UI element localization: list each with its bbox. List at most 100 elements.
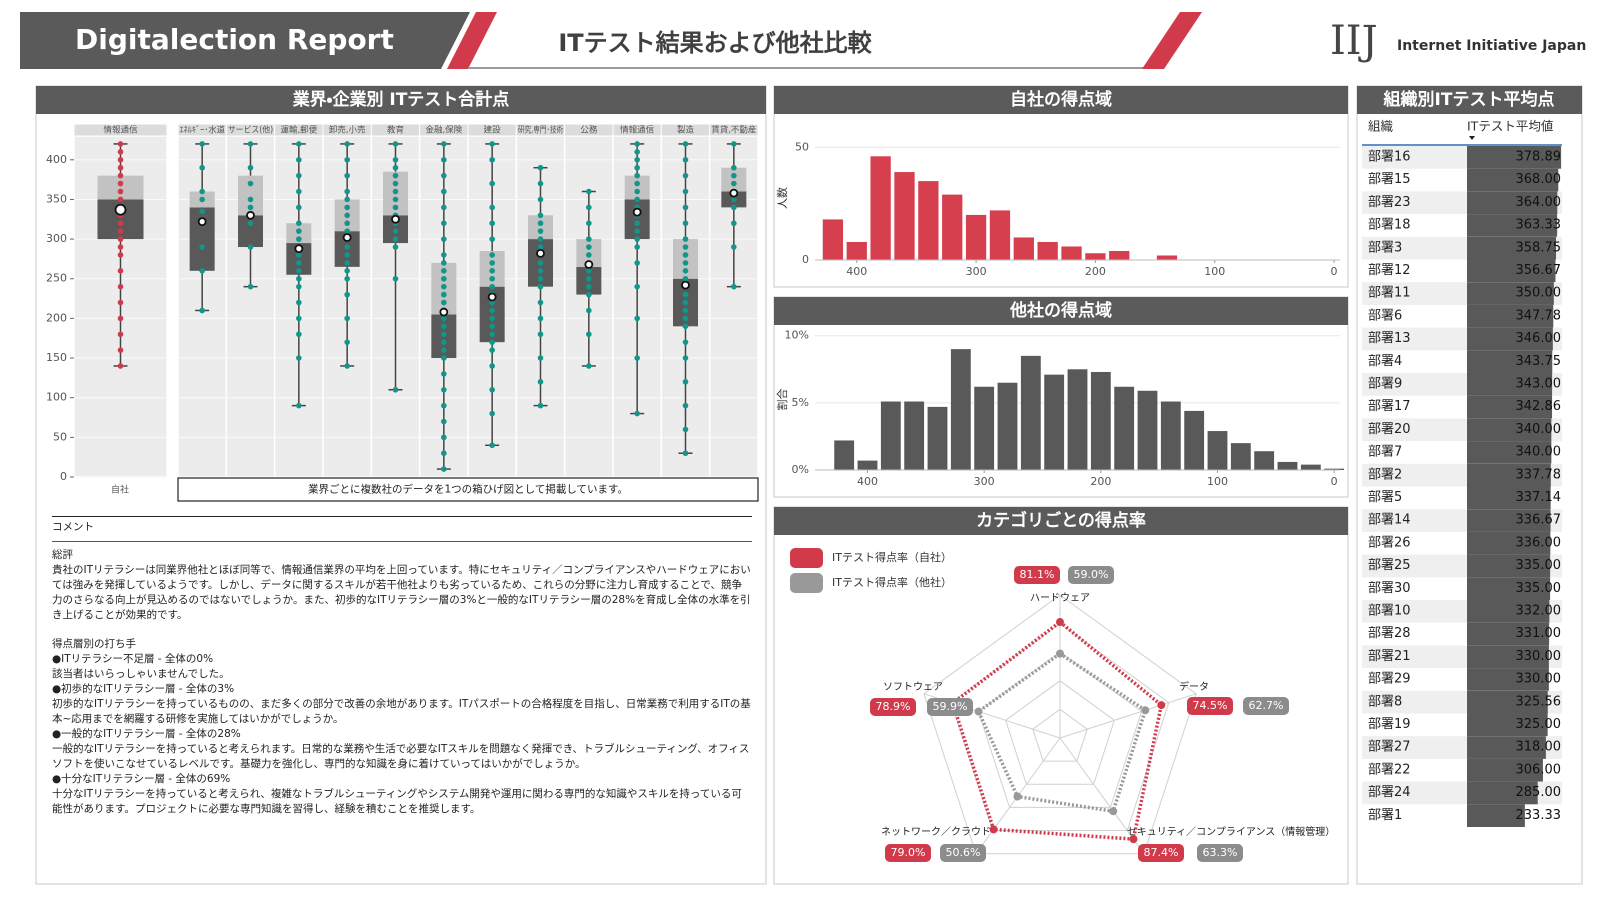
radar-point [1129,835,1138,844]
value-pill [1243,697,1289,715]
comment-section: 得点層別の打ち手 ●ITリテラシー不足層 - 全体の0% 該当者はいらっしゃいません… [52,637,752,817]
mean-marker [729,188,739,198]
point [117,228,124,234]
point [634,180,640,187]
point [682,268,689,274]
point [489,315,495,322]
point [344,212,350,219]
mean-marker [294,244,304,254]
point [489,156,495,163]
value-label: 62.7% [1249,699,1284,712]
comment-text: ●ITリテラシー不足層 - 全体の0% [52,653,214,665]
bar [834,440,855,470]
point [682,220,689,227]
mean-marker [342,233,352,242]
point [344,260,350,266]
point [682,260,689,266]
point [682,355,689,361]
facet-strip [709,123,759,137]
point [117,149,124,155]
point [682,299,689,306]
row-label: 部署27 [1368,740,1411,755]
point [537,164,544,171]
point [489,275,495,282]
facet-label: 賃貸,不動産 [711,125,757,136]
value-pill [1014,566,1060,584]
point [441,236,447,242]
radar-spoke [1059,737,1145,854]
radar-ring [950,622,1170,832]
row-label: 部署6 [1368,308,1402,323]
point [682,402,689,409]
point [117,236,124,242]
x-tick-label: 400 [857,475,878,488]
logo: IIJ [1330,18,1378,64]
data-bar [1467,146,1561,169]
point [296,402,302,409]
row-value: 337.78 [1516,467,1562,482]
point [537,180,544,187]
point [537,244,544,250]
row-label: 部署21 [1368,649,1411,664]
point [489,252,495,258]
point [537,299,544,306]
mean-marker [584,260,594,269]
data-bar [1467,645,1549,669]
point [117,172,124,179]
point [441,339,447,345]
data-bar [1467,600,1550,623]
point [682,323,689,330]
point [489,220,495,227]
point [441,355,447,361]
header-stripe [1142,12,1202,69]
radar-point [1157,701,1166,710]
point [441,347,447,353]
column-header: 組織 [1368,119,1394,134]
axis-label: ハードウェア [1030,592,1090,604]
point [296,172,302,179]
point [117,188,124,195]
data-bar [1467,668,1549,691]
data-bar [1467,236,1557,260]
bar [997,382,1018,470]
point [344,196,350,203]
panel-header [774,86,1348,114]
point [296,252,302,258]
row-value: 358.75 [1516,240,1562,255]
point [296,315,302,322]
point [537,196,544,203]
point [199,268,205,274]
panel [773,506,1349,885]
bar [1114,386,1135,470]
point [392,188,399,195]
data-bar [1467,304,1554,328]
point [537,315,544,322]
point [537,331,544,338]
panel-title: 他社の得点域 [1009,300,1112,321]
y-tick-label: 5% [792,396,809,409]
point [489,307,495,314]
point [247,196,254,203]
point [117,363,124,369]
point [537,228,544,234]
point [441,402,447,409]
value-pill [1197,844,1243,862]
point [441,418,447,425]
point [634,236,640,242]
point [489,410,495,417]
row-label: 部署23 [1368,195,1411,210]
point [682,339,689,345]
point [731,244,737,250]
point [344,228,350,234]
data-bar [1467,554,1551,578]
x-tick-label: 300 [966,265,987,278]
point [682,204,689,211]
bar [1037,241,1058,260]
comment: コメント 総評 貴社のITリテラシーは同業界他社とほぼ同等で、情報通信業界の平均を… [52,516,752,831]
y-tick-label: 0 [802,253,809,266]
axis-label: ネットワーク／クラウド [881,826,991,838]
company-name: Internet Initiative Japan [1397,38,1586,54]
point [586,244,592,250]
row-value: 330.00 [1516,649,1562,664]
point [731,220,737,227]
